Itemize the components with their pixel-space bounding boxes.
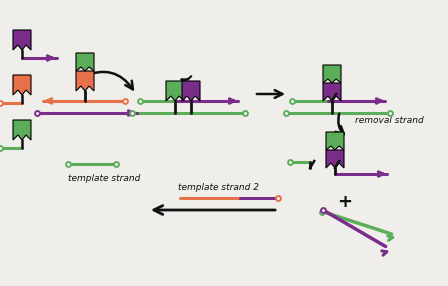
- Polygon shape: [326, 150, 344, 168]
- Polygon shape: [76, 71, 94, 91]
- Polygon shape: [166, 81, 184, 101]
- Text: removal strand: removal strand: [355, 116, 424, 125]
- Polygon shape: [182, 81, 200, 101]
- Polygon shape: [76, 53, 94, 71]
- Polygon shape: [13, 120, 31, 140]
- Polygon shape: [323, 65, 341, 83]
- Polygon shape: [13, 75, 31, 95]
- Text: +: +: [337, 193, 353, 211]
- Text: template strand 2: template strand 2: [178, 183, 259, 192]
- Polygon shape: [326, 132, 344, 150]
- Polygon shape: [323, 83, 341, 101]
- Text: template strand: template strand: [68, 174, 140, 183]
- Polygon shape: [13, 30, 31, 50]
